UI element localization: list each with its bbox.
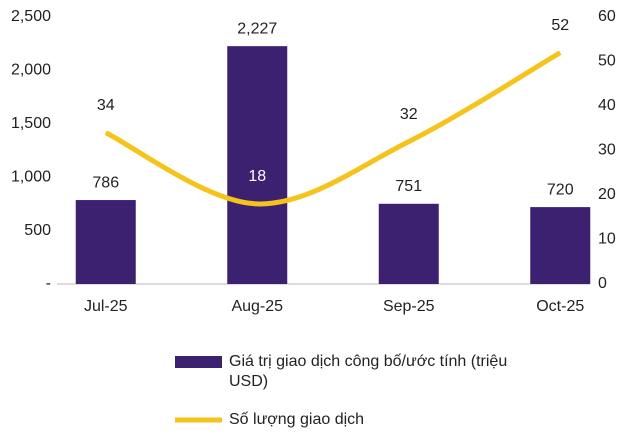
line-value-label: 52 (551, 17, 569, 34)
x-tick-label: Aug-25 (231, 298, 283, 315)
y-tick-label: 1,000 (11, 168, 51, 185)
y-tick-label: 2,500 (11, 8, 51, 25)
bar-value-label: 2,227 (237, 20, 277, 37)
bar-value-label: 786 (92, 174, 119, 191)
y2-tick-label: 30 (598, 142, 616, 159)
line-value-label: 32 (400, 106, 418, 123)
y2-tick-label: 40 (598, 97, 616, 114)
line-value-label: 18 (248, 168, 266, 185)
bar (530, 207, 591, 284)
x-tick-label: Jul-25 (84, 298, 128, 315)
x-tick-label: Oct-25 (536, 298, 584, 315)
y2-tick-label: 60 (598, 8, 616, 25)
y-tick-label: - (46, 275, 51, 292)
legend-label: Giá trị giao dịch công bố/ước tính (triệ… (229, 353, 508, 390)
bar (227, 46, 288, 284)
legend-swatch (175, 356, 222, 368)
x-tick-label: Sep-25 (383, 298, 435, 315)
line (104, 50, 562, 207)
y2-tick-label: 50 (598, 53, 616, 70)
y-tick-label: 1,500 (11, 115, 51, 132)
bar-value-label: 751 (395, 178, 422, 195)
y2-tick-label: 0 (598, 275, 607, 292)
y2-tick-label: 10 (598, 231, 616, 248)
bar (378, 203, 439, 284)
y2-tick-label: 20 (598, 186, 616, 203)
bar-value-label: 720 (547, 181, 574, 198)
line-value-label: 34 (97, 97, 115, 114)
y-tick-label: 500 (24, 222, 51, 239)
y-tick-label: 2,000 (11, 62, 51, 79)
legend-label: Số lượng giao dịch (229, 411, 365, 428)
bar (75, 200, 136, 284)
